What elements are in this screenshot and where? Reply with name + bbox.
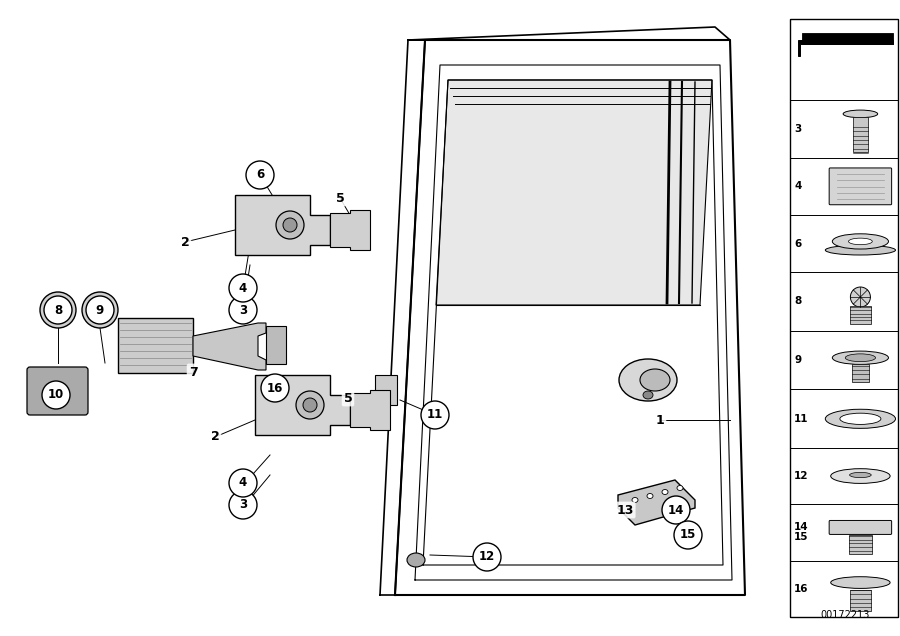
Text: 4: 4 xyxy=(238,476,248,490)
FancyBboxPatch shape xyxy=(850,590,871,611)
Ellipse shape xyxy=(632,497,638,502)
Text: 7: 7 xyxy=(189,366,197,378)
Text: 2: 2 xyxy=(181,235,189,249)
Text: 9: 9 xyxy=(96,303,104,317)
Text: 13: 13 xyxy=(616,504,634,516)
Ellipse shape xyxy=(662,490,668,495)
Text: 3: 3 xyxy=(794,124,802,134)
Text: 16: 16 xyxy=(794,584,809,594)
Text: 4: 4 xyxy=(794,181,802,191)
Circle shape xyxy=(261,374,289,402)
FancyBboxPatch shape xyxy=(27,367,88,415)
FancyBboxPatch shape xyxy=(266,326,286,364)
Polygon shape xyxy=(255,375,350,435)
Text: 14: 14 xyxy=(794,522,809,532)
Text: 4: 4 xyxy=(238,282,248,294)
Text: 10: 10 xyxy=(48,389,64,401)
Text: 8: 8 xyxy=(794,296,802,307)
Ellipse shape xyxy=(849,238,872,245)
FancyBboxPatch shape xyxy=(790,19,898,617)
Text: 6: 6 xyxy=(256,169,264,181)
Circle shape xyxy=(303,398,317,412)
FancyBboxPatch shape xyxy=(850,306,871,324)
Circle shape xyxy=(662,496,690,524)
Polygon shape xyxy=(330,210,370,250)
Circle shape xyxy=(276,211,304,239)
Circle shape xyxy=(90,300,110,320)
Text: 5: 5 xyxy=(336,191,345,205)
FancyBboxPatch shape xyxy=(853,117,868,152)
Ellipse shape xyxy=(825,245,896,255)
Text: 5: 5 xyxy=(344,392,353,404)
Polygon shape xyxy=(798,39,893,55)
Polygon shape xyxy=(235,195,330,255)
Ellipse shape xyxy=(407,553,425,567)
Ellipse shape xyxy=(831,577,890,588)
Ellipse shape xyxy=(845,354,876,362)
Polygon shape xyxy=(436,80,712,305)
Circle shape xyxy=(473,543,501,571)
Ellipse shape xyxy=(850,473,871,478)
Circle shape xyxy=(674,521,702,549)
Text: 3: 3 xyxy=(238,303,248,317)
Circle shape xyxy=(421,401,449,429)
Polygon shape xyxy=(802,32,893,44)
Ellipse shape xyxy=(843,110,878,118)
Circle shape xyxy=(246,161,274,189)
Polygon shape xyxy=(350,390,390,430)
Circle shape xyxy=(283,218,297,232)
Circle shape xyxy=(42,381,70,409)
Text: 6: 6 xyxy=(794,238,802,249)
Text: 8: 8 xyxy=(54,303,62,317)
Polygon shape xyxy=(618,480,695,525)
Polygon shape xyxy=(193,323,266,370)
Text: 12: 12 xyxy=(479,551,495,563)
Ellipse shape xyxy=(619,359,677,401)
Circle shape xyxy=(40,292,76,328)
Ellipse shape xyxy=(832,234,888,249)
Text: 11: 11 xyxy=(794,414,809,424)
Ellipse shape xyxy=(832,351,888,364)
Circle shape xyxy=(229,274,257,302)
Text: 2: 2 xyxy=(211,431,220,443)
Circle shape xyxy=(44,296,72,324)
Ellipse shape xyxy=(831,469,890,483)
Circle shape xyxy=(229,296,257,324)
Ellipse shape xyxy=(840,413,881,424)
Circle shape xyxy=(86,296,114,324)
Ellipse shape xyxy=(643,391,653,399)
Polygon shape xyxy=(118,318,193,373)
Text: 00172213: 00172213 xyxy=(820,610,869,620)
Circle shape xyxy=(296,391,324,419)
FancyBboxPatch shape xyxy=(849,534,872,554)
Text: 9: 9 xyxy=(794,355,801,365)
Text: 1: 1 xyxy=(655,413,664,427)
Ellipse shape xyxy=(825,409,896,429)
FancyBboxPatch shape xyxy=(851,364,869,382)
Text: 16: 16 xyxy=(266,382,284,394)
FancyBboxPatch shape xyxy=(829,520,892,534)
Ellipse shape xyxy=(677,485,683,490)
Text: 12: 12 xyxy=(794,471,809,481)
Text: 3: 3 xyxy=(238,499,248,511)
Ellipse shape xyxy=(647,494,653,499)
Text: 14: 14 xyxy=(668,504,684,516)
Ellipse shape xyxy=(640,369,670,391)
Circle shape xyxy=(229,491,257,519)
Text: 15: 15 xyxy=(680,529,697,541)
Circle shape xyxy=(850,287,870,307)
FancyBboxPatch shape xyxy=(829,168,892,205)
FancyBboxPatch shape xyxy=(375,375,397,405)
Circle shape xyxy=(229,469,257,497)
Text: 11: 11 xyxy=(427,408,443,422)
Text: 15: 15 xyxy=(794,532,809,543)
Circle shape xyxy=(82,292,118,328)
Circle shape xyxy=(48,300,68,320)
